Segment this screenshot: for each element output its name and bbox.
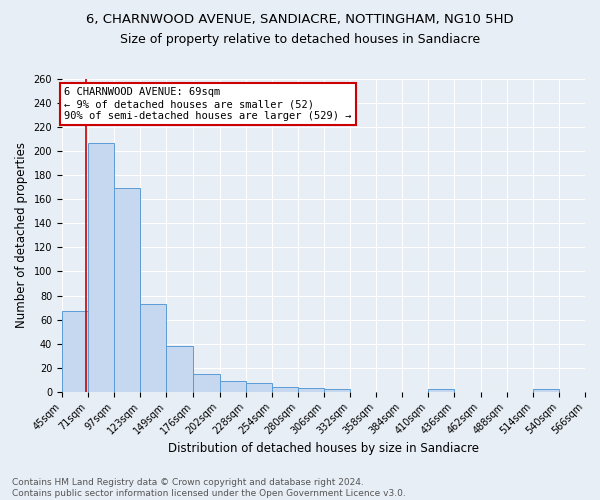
- Text: 6 CHARNWOOD AVENUE: 69sqm
← 9% of detached houses are smaller (52)
90% of semi-d: 6 CHARNWOOD AVENUE: 69sqm ← 9% of detach…: [64, 88, 352, 120]
- Bar: [324, 390, 350, 392]
- Text: Contains HM Land Registry data © Crown copyright and database right 2024.
Contai: Contains HM Land Registry data © Crown c…: [12, 478, 406, 498]
- Bar: [114, 188, 140, 392]
- Bar: [533, 390, 559, 392]
- Bar: [428, 390, 454, 392]
- Bar: [166, 346, 193, 392]
- Bar: [220, 381, 245, 392]
- Y-axis label: Number of detached properties: Number of detached properties: [15, 142, 28, 328]
- Bar: [140, 304, 166, 392]
- Text: 6, CHARNWOOD AVENUE, SANDIACRE, NOTTINGHAM, NG10 5HD: 6, CHARNWOOD AVENUE, SANDIACRE, NOTTINGH…: [86, 12, 514, 26]
- Bar: [245, 384, 272, 392]
- Bar: [88, 143, 114, 392]
- Bar: [298, 388, 324, 392]
- Bar: [62, 311, 88, 392]
- Bar: [193, 374, 220, 392]
- X-axis label: Distribution of detached houses by size in Sandiacre: Distribution of detached houses by size …: [168, 442, 479, 455]
- Bar: [272, 387, 298, 392]
- Text: Size of property relative to detached houses in Sandiacre: Size of property relative to detached ho…: [120, 32, 480, 46]
